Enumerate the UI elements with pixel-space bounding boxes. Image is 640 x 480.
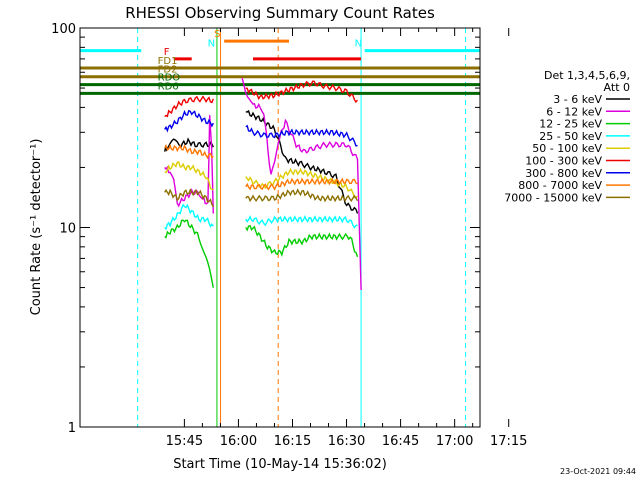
legend-entry-label: 800 - 7000 keV — [518, 179, 602, 192]
series-line — [245, 167, 358, 199]
series-line — [164, 95, 214, 118]
series-line — [164, 188, 214, 208]
series-line — [164, 143, 214, 160]
series-line — [245, 80, 359, 104]
series-line — [245, 224, 359, 258]
legend-entry-label: 3 - 6 keV — [553, 93, 602, 106]
series-lines — [164, 78, 362, 291]
x-tick-label: 17:00 — [436, 434, 473, 449]
legend-header-line1: Det 1,3,4,5,6,9, — [544, 69, 630, 82]
series-line — [164, 219, 214, 288]
series-line — [245, 188, 359, 203]
plot-frame — [79, 27, 481, 428]
legend-entry-label: 7000 - 15000 keV — [504, 191, 602, 204]
legend-entry-label: 25 - 50 keV — [539, 130, 602, 143]
legend-entry-label: 300 - 800 keV — [525, 167, 602, 180]
flag-label: FD1 — [158, 56, 178, 67]
legend-header-line2: Att 0 — [604, 81, 630, 94]
time-markers — [137, 28, 467, 427]
series-line — [245, 215, 358, 229]
x-tick-label: 15:45 — [166, 434, 203, 449]
legend-entry-label: 50 - 100 keV — [532, 142, 602, 155]
y-axis-label: Count Rate (s⁻¹ detector⁻¹) — [29, 139, 44, 316]
flag-label: N — [355, 39, 362, 50]
x-tick-label: 16:15 — [274, 434, 311, 449]
flag-label: RD6 — [158, 81, 179, 92]
series-line — [245, 124, 358, 147]
legend-entry-label: 6 - 12 keV — [546, 105, 602, 118]
series-line — [241, 78, 362, 291]
footer-timestamp: 23-Oct-2021 09:44 — [560, 467, 636, 476]
y-tick-label: 10 — [59, 222, 76, 237]
x-tick-label: 16:45 — [382, 434, 419, 449]
legend-entry-label: 12 - 25 keV — [539, 118, 602, 131]
y-axis: 1 10 100 — [51, 22, 480, 436]
x-axis-label: Start Time (10-May-14 15:36:02) — [173, 457, 387, 472]
x-tick-label: 16:30 — [328, 434, 365, 449]
series-line — [164, 161, 214, 191]
y-tick-label: 100 — [51, 22, 76, 37]
y-tick-label: 1 — [68, 421, 76, 436]
flag-label: RDO — [158, 73, 181, 84]
x-tick-label: 16:00 — [220, 434, 257, 449]
series-line — [245, 177, 358, 191]
series-line — [164, 109, 214, 133]
flag-label: N — [208, 39, 215, 50]
series-line — [164, 203, 214, 231]
chart-title: RHESSI Observing Summary Count Rates — [125, 4, 435, 22]
x-tick-label: 17:15 — [490, 434, 527, 449]
series-line — [245, 109, 359, 214]
legend-entry-label: 100 - 300 keV — [525, 155, 602, 168]
flag-label: S — [214, 29, 220, 40]
flag-label: FD2 — [158, 65, 178, 76]
series-line — [164, 137, 214, 152]
x-axis: 15:45 16:00 16:15 16:30 16:45 17:00 17:15 — [166, 28, 527, 449]
flag-label: F — [164, 47, 170, 58]
